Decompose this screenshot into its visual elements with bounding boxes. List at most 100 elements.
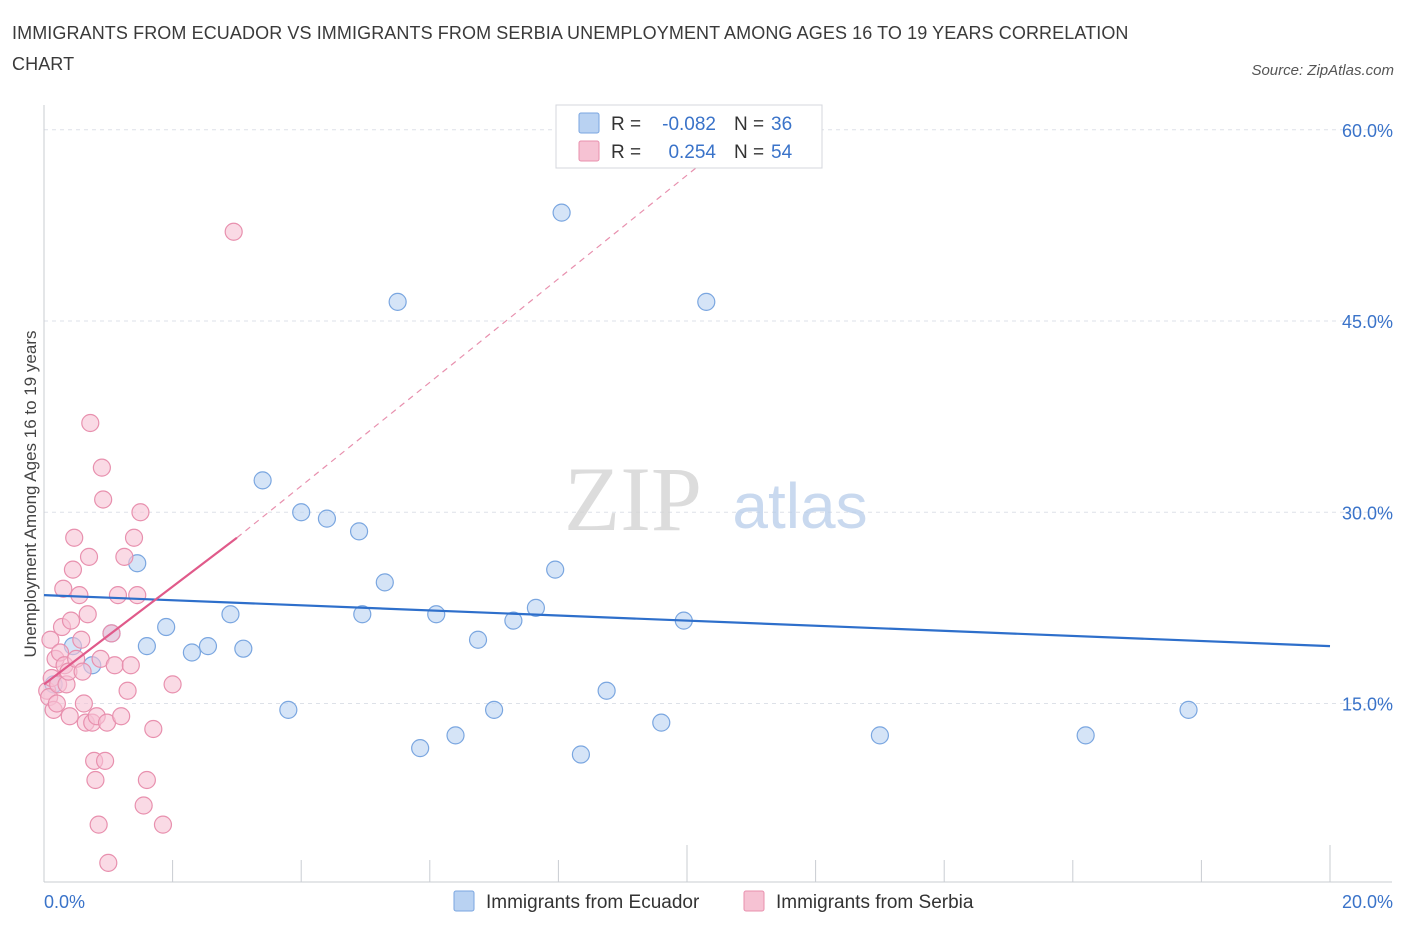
serbia-point-52: [163, 675, 182, 694]
ecuador-point-23: [485, 700, 504, 719]
x-axis-ticks: [43, 845, 1331, 882]
y-tick-label-2: 45.0%: [1342, 312, 1393, 332]
ecuador-point-29: [597, 681, 616, 700]
ecuador-swatch: [578, 112, 600, 134]
ecuador-point-34: [1076, 726, 1095, 745]
serbia-point-46: [128, 586, 147, 605]
serbia-trend-extension: [236, 122, 752, 539]
ecuador-point-33: [870, 726, 890, 745]
serbia-point-51: [153, 815, 173, 834]
serbia-point-53: [224, 222, 243, 241]
serbia-point-43: [118, 681, 137, 700]
ecuador-point-6: [157, 617, 176, 637]
ecuador-point-35: [1179, 700, 1198, 719]
chart-title: IMMIGRANTS FROM ECUADOR VS IMMIGRANTS FR…: [12, 23, 1129, 74]
ecuador-point-27: [552, 203, 571, 222]
serbia-r-label: R =: [611, 142, 641, 163]
serbia-point-24: [78, 605, 97, 624]
ecuador-point-30: [652, 713, 671, 732]
serbia-point-29: [86, 770, 105, 790]
x-tick-labels: 0.0% 20.0%: [44, 892, 1393, 912]
serbia-point-21: [73, 662, 92, 681]
ecuador-point-21: [446, 726, 465, 745]
serbia-point-10: [54, 579, 73, 598]
ecuador-point-20: [427, 605, 446, 624]
trend-lines: [43, 122, 1331, 686]
serbia-point-42: [115, 547, 134, 566]
serbia-point-44: [121, 656, 140, 675]
ecuador-point-18: [388, 292, 407, 311]
ecuador-point-10: [234, 639, 253, 658]
serbia-point-48: [134, 796, 153, 815]
x-tick-label-1: 20.0%: [1342, 892, 1393, 912]
ecuador-point-19: [411, 739, 430, 758]
ecuador-point-28: [571, 745, 591, 764]
ecuador-point-17: [375, 573, 394, 592]
series-legend: Immigrants from Ecuador Immigrants from …: [453, 890, 974, 913]
ecuador-point-14: [317, 509, 337, 528]
serbia-point-40: [108, 586, 128, 605]
legend-serbia-swatch: [743, 890, 765, 912]
ecuador-point-5: [137, 637, 156, 656]
serbia-point-6: [47, 694, 66, 713]
ecuador-point-24: [504, 611, 523, 630]
serbia-point-20: [72, 630, 91, 649]
ecuador-n-value: 36: [771, 114, 792, 135]
serbia-point-33: [92, 458, 111, 477]
serbia-n-value: 54: [771, 142, 793, 163]
serbia-point-14: [60, 707, 79, 726]
ecuador-point-12: [279, 700, 298, 719]
ecuador-point-11: [253, 471, 272, 490]
serbia-point-19: [70, 586, 89, 605]
serbia-point-37: [99, 853, 118, 872]
serbia-point-15: [61, 611, 81, 630]
ecuador-point-26: [546, 560, 565, 579]
serbia-point-49: [137, 770, 156, 790]
legend-serbia-label: Immigrants from Serbia: [776, 892, 974, 913]
y-tick-labels: 15.0% 30.0% 45.0% 60.0%: [1342, 121, 1393, 715]
ecuador-point-7: [182, 643, 201, 662]
serbia-points: [38, 222, 243, 872]
serbia-point-22: [74, 694, 93, 713]
serbia-r-value: 0.254: [668, 142, 716, 163]
stats-legend: R = -0.082 N = 36 R = 0.254 N = 54: [555, 104, 823, 169]
serbia-point-34: [94, 490, 113, 509]
ecuador-point-15: [349, 522, 369, 541]
serbia-point-39: [105, 656, 124, 675]
ecuador-point-13: [292, 503, 311, 522]
serbia-point-50: [144, 719, 163, 739]
ecuador-point-22: [468, 630, 488, 649]
serbia-swatch: [578, 140, 600, 162]
ecuador-r-label: R =: [611, 114, 641, 135]
serbia-point-25: [79, 547, 99, 566]
serbia-n-label: N =: [734, 142, 764, 163]
serbia-point-17: [65, 528, 84, 547]
serbia-point-31: [89, 815, 108, 834]
source-label: Source: ZipAtlas.com: [1251, 62, 1394, 79]
y-tick-label-0: 15.0%: [1342, 695, 1393, 715]
serbia-point-45: [124, 528, 144, 547]
serbia-point-47: [131, 503, 150, 522]
serbia-point-16: [63, 560, 83, 579]
serbia-point-2: [41, 630, 60, 649]
legend-ecuador-swatch: [453, 890, 475, 912]
ecuador-point-9: [221, 605, 240, 624]
serbia-point-35: [95, 751, 115, 770]
x-tick-label-0: 0.0%: [44, 892, 85, 912]
serbia-point-41: [112, 707, 131, 726]
watermark-atlas: atlas: [732, 470, 867, 542]
ecuador-point-25: [526, 598, 545, 617]
ecuador-point-32: [697, 292, 716, 311]
y-tick-label-1: 30.0%: [1342, 503, 1393, 523]
ecuador-trend-line: [43, 594, 1331, 648]
ecuador-point-16: [353, 605, 372, 624]
y-tick-label-3: 60.0%: [1342, 121, 1393, 141]
legend-ecuador-label: Immigrants from Ecuador: [486, 892, 700, 913]
grid-lines: [44, 129, 1392, 704]
serbia-trend-line: [43, 536, 238, 686]
y-axis-label: Unemployment Among Ages 16 to 19 years: [21, 331, 40, 658]
ecuador-point-8: [198, 637, 218, 656]
ecuador-n-label: N =: [734, 114, 764, 135]
serbia-point-26: [81, 413, 100, 433]
